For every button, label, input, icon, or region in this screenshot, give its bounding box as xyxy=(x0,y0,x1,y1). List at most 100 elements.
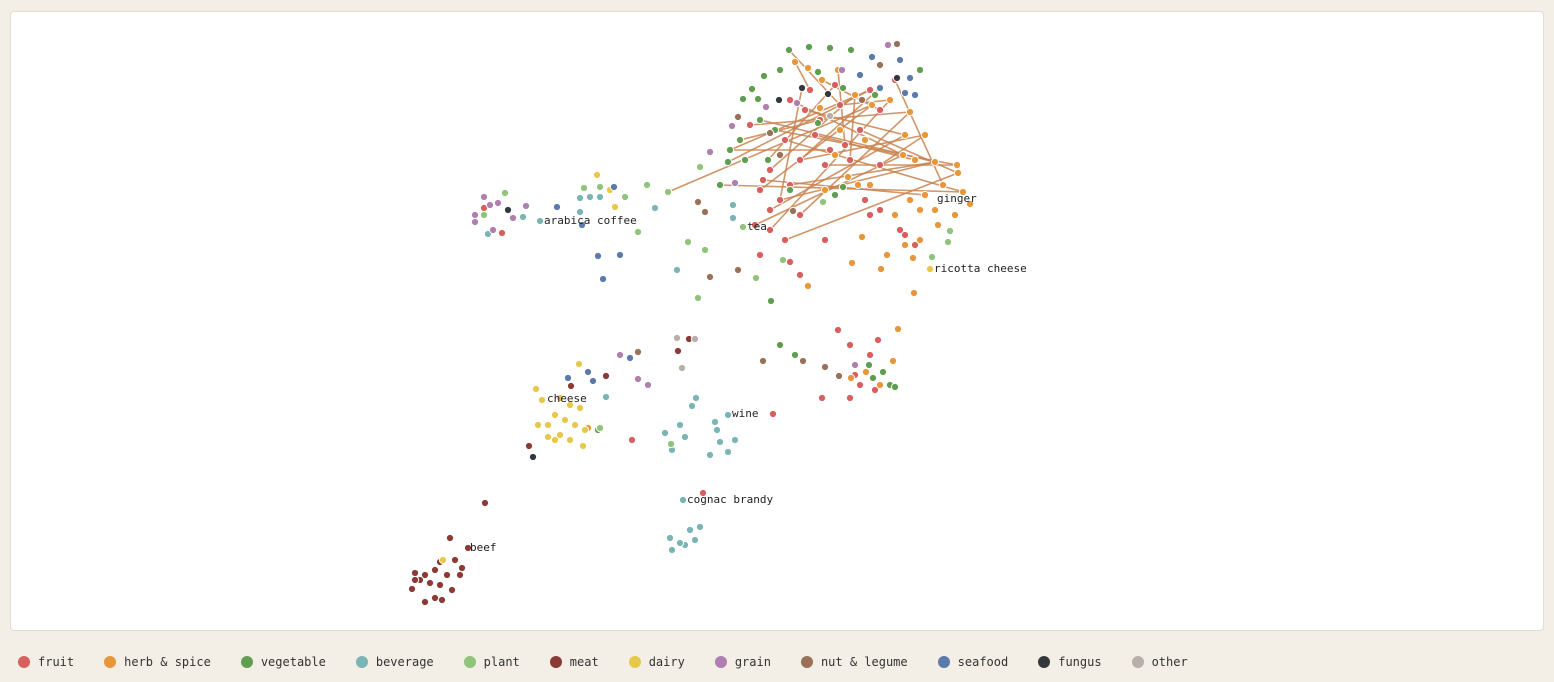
point xyxy=(803,63,813,73)
link xyxy=(729,89,871,151)
point xyxy=(878,367,888,377)
legend-item[interactable]: nut & legume xyxy=(800,655,908,669)
point xyxy=(410,575,420,585)
legend-item[interactable]: fungus xyxy=(1038,655,1102,669)
legend-item[interactable]: vegetable xyxy=(240,655,326,669)
point xyxy=(666,439,676,449)
point xyxy=(838,182,848,192)
legend-item[interactable]: dairy xyxy=(628,655,685,669)
point xyxy=(751,273,761,283)
point xyxy=(845,155,855,165)
legend-swatch xyxy=(463,656,476,668)
legend-item[interactable]: seafood xyxy=(937,655,1009,669)
point xyxy=(575,193,585,203)
point xyxy=(455,570,465,580)
annotation: cognac brandy xyxy=(687,493,773,506)
point xyxy=(700,245,710,255)
point xyxy=(680,432,690,442)
point xyxy=(543,432,553,442)
point xyxy=(910,90,920,100)
point xyxy=(750,220,760,230)
point xyxy=(778,255,788,265)
point xyxy=(867,100,877,110)
point xyxy=(830,190,840,200)
legend-item[interactable]: other xyxy=(1131,655,1188,669)
point xyxy=(723,410,733,420)
point xyxy=(834,371,844,381)
point xyxy=(447,585,457,595)
point xyxy=(900,130,910,140)
legend: fruit herb & spice vegetable beverage plant m… xyxy=(18,655,1218,669)
point xyxy=(665,533,675,543)
point xyxy=(860,135,870,145)
point xyxy=(768,409,778,419)
point xyxy=(723,157,733,167)
legend-item[interactable]: herb & spice xyxy=(104,655,211,669)
point xyxy=(705,147,715,157)
legend-swatch xyxy=(800,656,813,668)
point xyxy=(950,210,960,220)
point xyxy=(723,447,733,457)
link xyxy=(767,84,836,161)
legend-label: plant xyxy=(483,655,520,669)
point xyxy=(843,172,853,182)
point xyxy=(533,420,543,430)
legend-swatch xyxy=(1131,656,1144,668)
point xyxy=(485,200,495,210)
point xyxy=(574,359,584,369)
point xyxy=(601,371,611,381)
point xyxy=(738,222,748,232)
point xyxy=(785,185,795,195)
link xyxy=(769,134,906,211)
point xyxy=(915,205,925,215)
legend-item[interactable]: fruit xyxy=(18,655,74,669)
point xyxy=(759,71,769,81)
point xyxy=(503,205,513,215)
legend-item[interactable]: meat xyxy=(549,655,599,669)
point xyxy=(715,180,725,190)
point xyxy=(810,130,820,140)
point xyxy=(823,89,833,99)
point xyxy=(598,274,608,284)
legend-item[interactable]: beverage xyxy=(355,655,434,669)
point xyxy=(488,225,498,235)
point xyxy=(524,441,534,451)
legend-label: meat xyxy=(569,655,599,669)
point xyxy=(908,253,918,263)
point xyxy=(615,250,625,260)
point xyxy=(845,340,855,350)
legend-swatch xyxy=(355,656,368,668)
point xyxy=(550,410,560,420)
point xyxy=(677,363,687,373)
point xyxy=(835,125,845,135)
point xyxy=(685,525,695,535)
point xyxy=(905,107,915,117)
point xyxy=(853,180,863,190)
point xyxy=(815,103,825,113)
legend-item[interactable]: plant xyxy=(463,655,520,669)
legend-label: vegetable xyxy=(260,655,326,669)
point xyxy=(870,90,880,100)
point xyxy=(753,94,763,104)
point xyxy=(958,187,968,197)
point xyxy=(900,230,910,240)
point xyxy=(792,98,802,108)
legend-swatch xyxy=(628,656,641,668)
point xyxy=(920,190,930,200)
legend-swatch xyxy=(240,656,253,668)
point xyxy=(865,180,875,190)
point xyxy=(775,150,785,160)
point xyxy=(565,435,575,445)
point xyxy=(435,580,445,590)
point xyxy=(740,155,750,165)
point xyxy=(585,192,595,202)
point xyxy=(733,112,743,122)
point xyxy=(687,401,697,411)
point xyxy=(470,217,480,227)
point xyxy=(457,563,467,573)
point xyxy=(817,75,827,85)
legend-item[interactable]: grain xyxy=(714,655,771,669)
point xyxy=(693,197,703,207)
point xyxy=(438,555,448,565)
legend-label: seafood xyxy=(957,655,1009,669)
